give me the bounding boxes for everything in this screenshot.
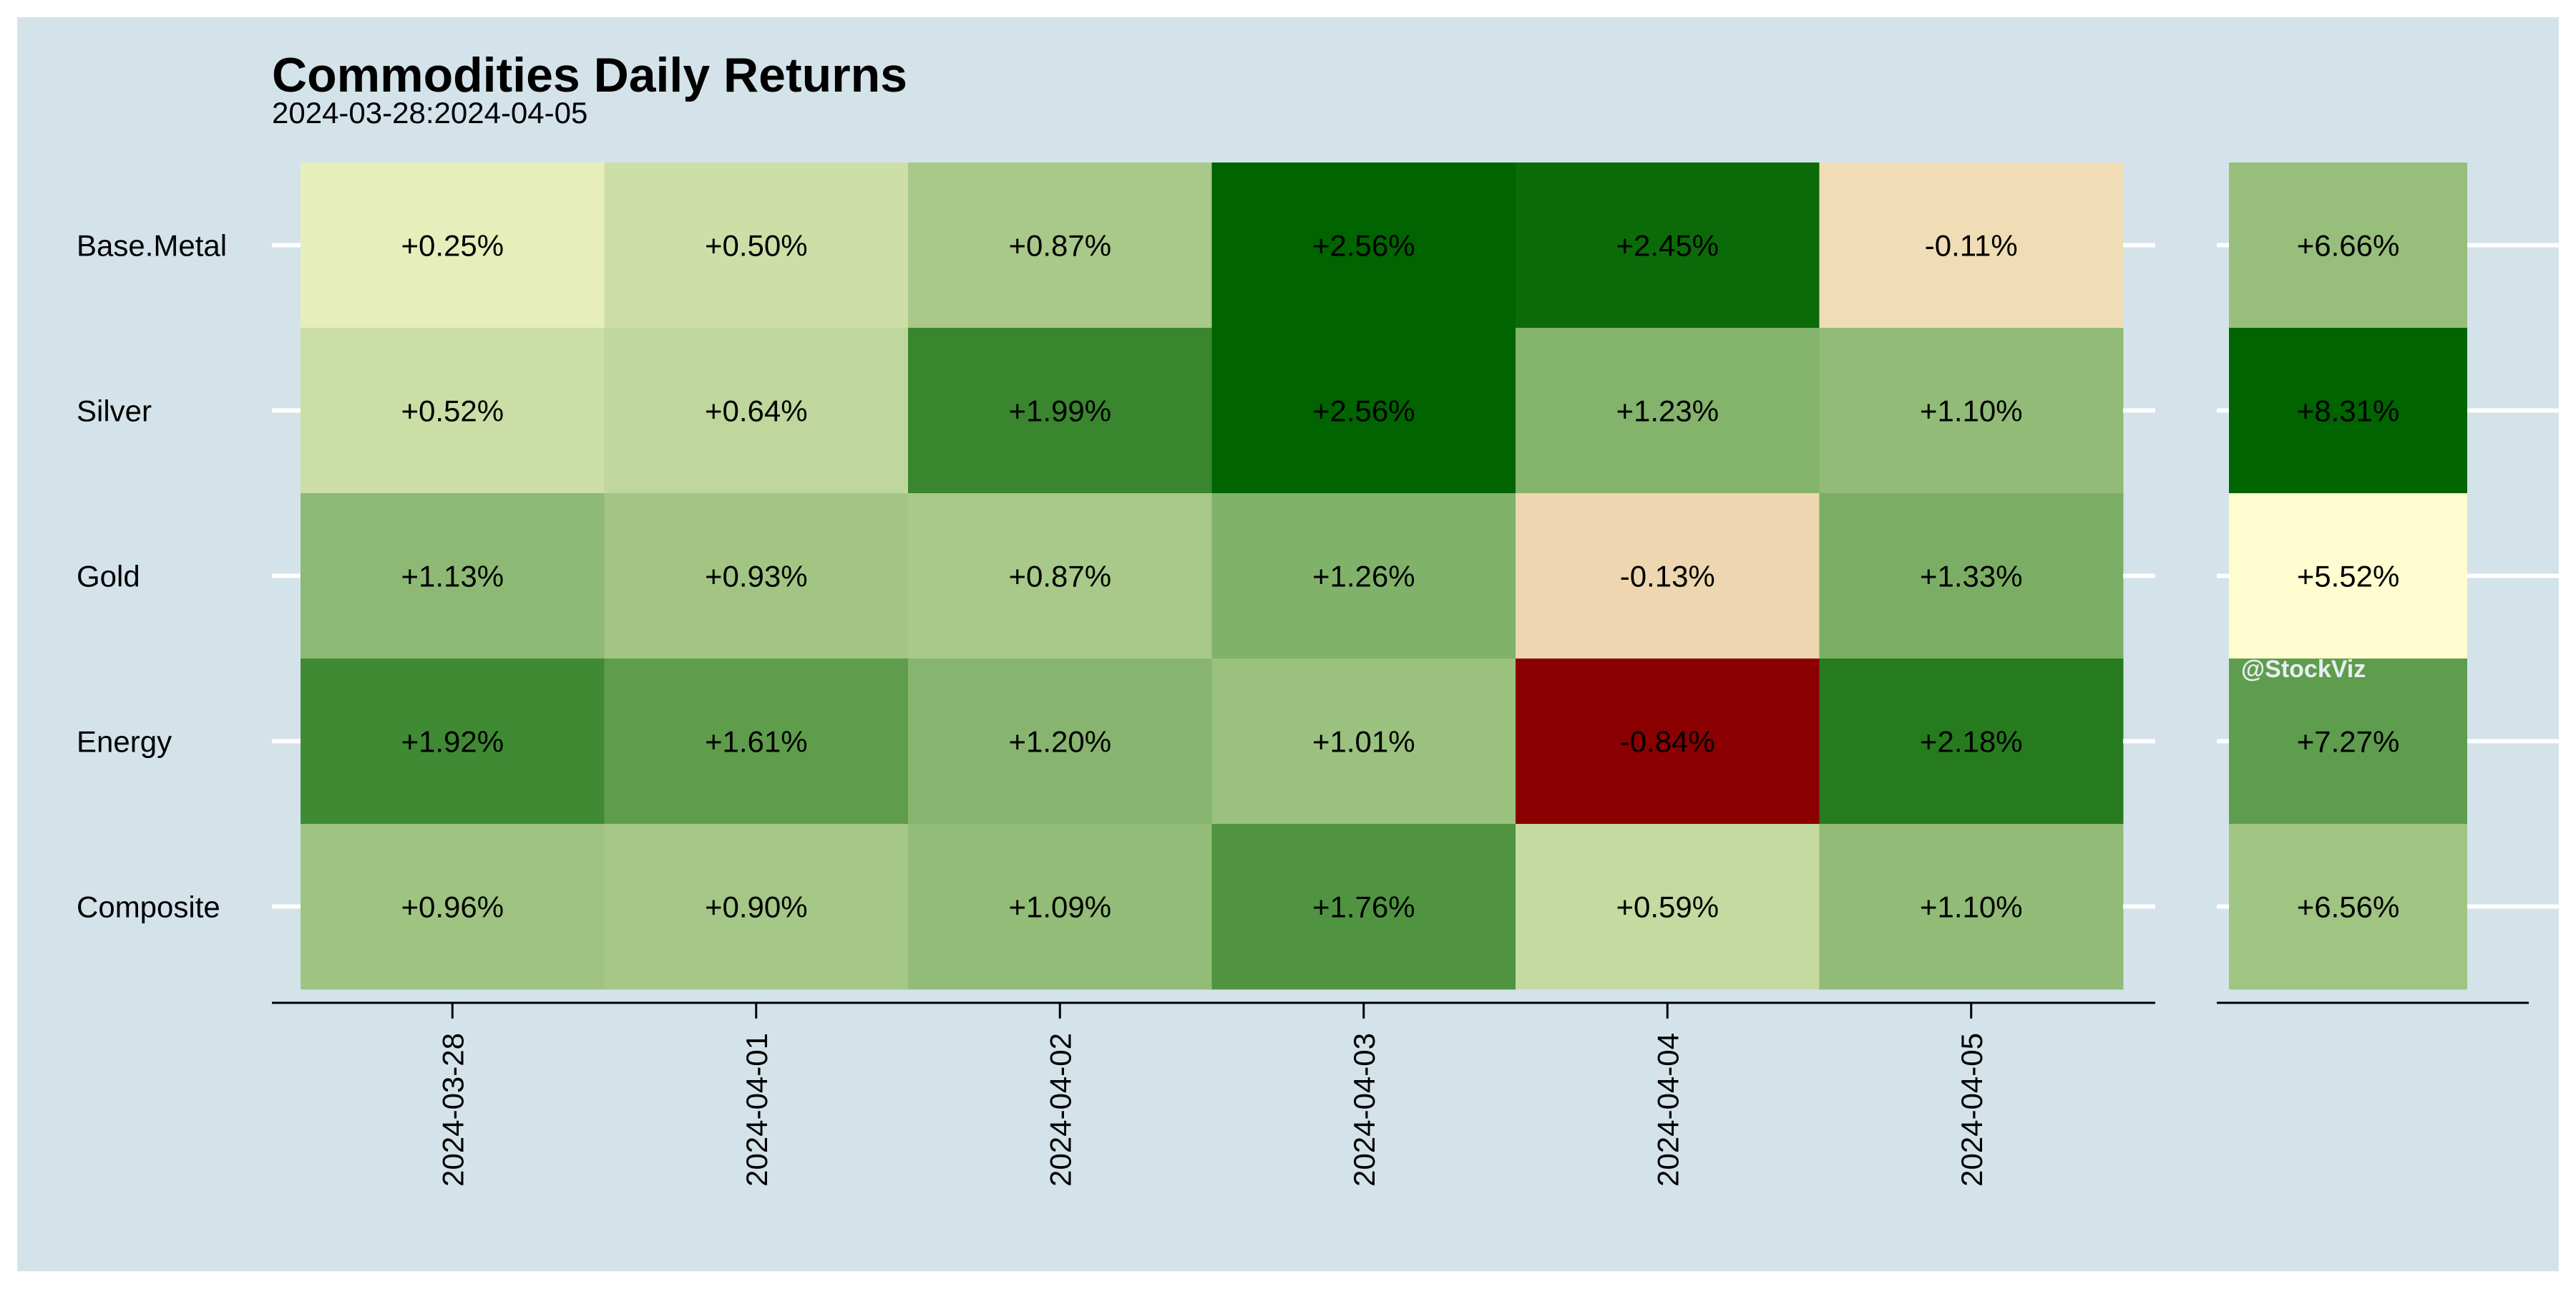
total-cell (2229, 493, 2467, 659)
heatmap-cell (1516, 659, 1820, 825)
row-label: Gold (77, 560, 140, 593)
cell-value-label: +1.76% (1312, 890, 1415, 924)
cell-labels: +0.25% +0.50% +0.87% +2.56% +2.45% -0.11% +0.5… (401, 229, 2399, 924)
heatmap-cell (1211, 493, 1516, 659)
heatmap-cell (1211, 824, 1516, 990)
heatmap-cell (1516, 824, 1820, 990)
x-tick-label: 2024-04-05 (1955, 1033, 1989, 1187)
cell-value-label: +1.23% (1616, 394, 1719, 428)
cell-value-label: +1.33% (1920, 560, 2023, 593)
cell-value-label: +0.87% (1008, 229, 1111, 263)
total-value-label: +7.27% (2297, 725, 2400, 759)
heatmap-cell (301, 328, 605, 494)
heatmap-cells (301, 162, 2124, 990)
chart-subtitle: 2024-03-28:2024-04-05 (272, 96, 587, 130)
cell-value-label: +1.99% (1008, 394, 1111, 428)
heatmap-cell (1819, 162, 2124, 329)
heatmap-cell (1819, 824, 2124, 990)
total-value-label: +5.52% (2297, 560, 2400, 593)
cell-value-label: +0.59% (1616, 890, 1719, 924)
total-cell (2229, 162, 2467, 329)
watermark: @StockViz (2241, 656, 2366, 683)
axes: Base.Metal Silver Gold Energy Composite 2024-… (77, 229, 2570, 1187)
heatmap-cell (301, 659, 605, 825)
heatmap-cell (604, 162, 909, 329)
cell-value-label: +0.50% (705, 229, 808, 263)
cell-value-label: +1.26% (1312, 560, 1415, 593)
heatmap-cell (1819, 328, 2124, 494)
row-label: Composite (77, 890, 220, 924)
cell-value-label: +0.93% (705, 560, 808, 593)
heatmap-cell (1819, 659, 2124, 825)
heatmap-cell (301, 493, 605, 659)
x-tick-label: 2024-04-04 (1651, 1033, 1684, 1187)
total-cell (2229, 824, 2467, 990)
cell-value-label: -0.11% (1925, 229, 2018, 263)
row-label: Base.Metal (77, 229, 227, 263)
heatmap-cell (908, 659, 1212, 825)
total-cell (2229, 659, 2467, 825)
heatmap-cell (908, 493, 1212, 659)
total-value-label: +6.66% (2297, 229, 2400, 263)
cell-value-label: +1.20% (1008, 725, 1111, 759)
totals-column (2229, 162, 2467, 990)
x-tick-label: 2024-04-02 (1043, 1033, 1077, 1187)
cell-value-label: -0.13% (1620, 560, 1715, 593)
heatmap-cell (1211, 162, 1516, 329)
cell-value-label: +1.13% (401, 560, 504, 593)
heatmap-cell (604, 328, 909, 494)
row-label: Silver (77, 394, 152, 428)
heatmap-cell (1516, 328, 1820, 494)
cell-value-label: +2.56% (1312, 229, 1415, 263)
heatmap-cell (1516, 493, 1820, 659)
cell-value-label: -0.84% (1620, 725, 1715, 759)
x-tick-label: 2024-04-03 (1347, 1033, 1381, 1187)
cell-value-label: +0.87% (1008, 560, 1111, 593)
cell-value-label: +0.25% (401, 229, 504, 263)
heatmap-cell (908, 162, 1212, 329)
x-tick-label: 2024-04-01 (740, 1033, 774, 1187)
heatmap-cell (908, 824, 1212, 990)
heatmap-cell (1819, 493, 2124, 659)
heatmap-cell (1516, 162, 1820, 329)
cell-value-label: +1.61% (705, 725, 808, 759)
cell-value-label: +1.01% (1312, 725, 1415, 759)
x-tick-label: 2024-03-28 (436, 1033, 469, 1187)
row-label: Energy (77, 725, 172, 759)
heatmap-cell (908, 328, 1212, 494)
heatmap-cell (604, 493, 909, 659)
chart-title: Commodities Daily Returns (272, 48, 907, 102)
cell-value-label: +0.96% (401, 890, 504, 924)
heatmap-cell (301, 162, 605, 329)
cell-value-label: +2.18% (1920, 725, 2023, 759)
cell-value-label: +1.10% (1920, 890, 2023, 924)
cell-value-label: +2.45% (1616, 229, 1719, 263)
total-value-label: +8.31% (2297, 394, 2400, 428)
cell-value-label: +1.10% (1920, 394, 2023, 428)
heatmap-cell (1211, 328, 1516, 494)
cell-value-label: +2.56% (1312, 394, 1415, 428)
total-cell (2229, 328, 2467, 494)
heatmap-cell (604, 659, 909, 825)
cell-value-label: +1.09% (1008, 890, 1111, 924)
heatmap-cell (301, 824, 605, 990)
cell-value-label: +0.64% (705, 394, 808, 428)
total-value-label: +6.56% (2297, 890, 2400, 924)
cell-value-label: +0.52% (401, 394, 504, 428)
cell-value-label: +1.92% (401, 725, 504, 759)
heatmap-cell (1211, 659, 1516, 825)
cell-value-label: +0.90% (705, 890, 808, 924)
heatmap-cell (604, 824, 909, 990)
